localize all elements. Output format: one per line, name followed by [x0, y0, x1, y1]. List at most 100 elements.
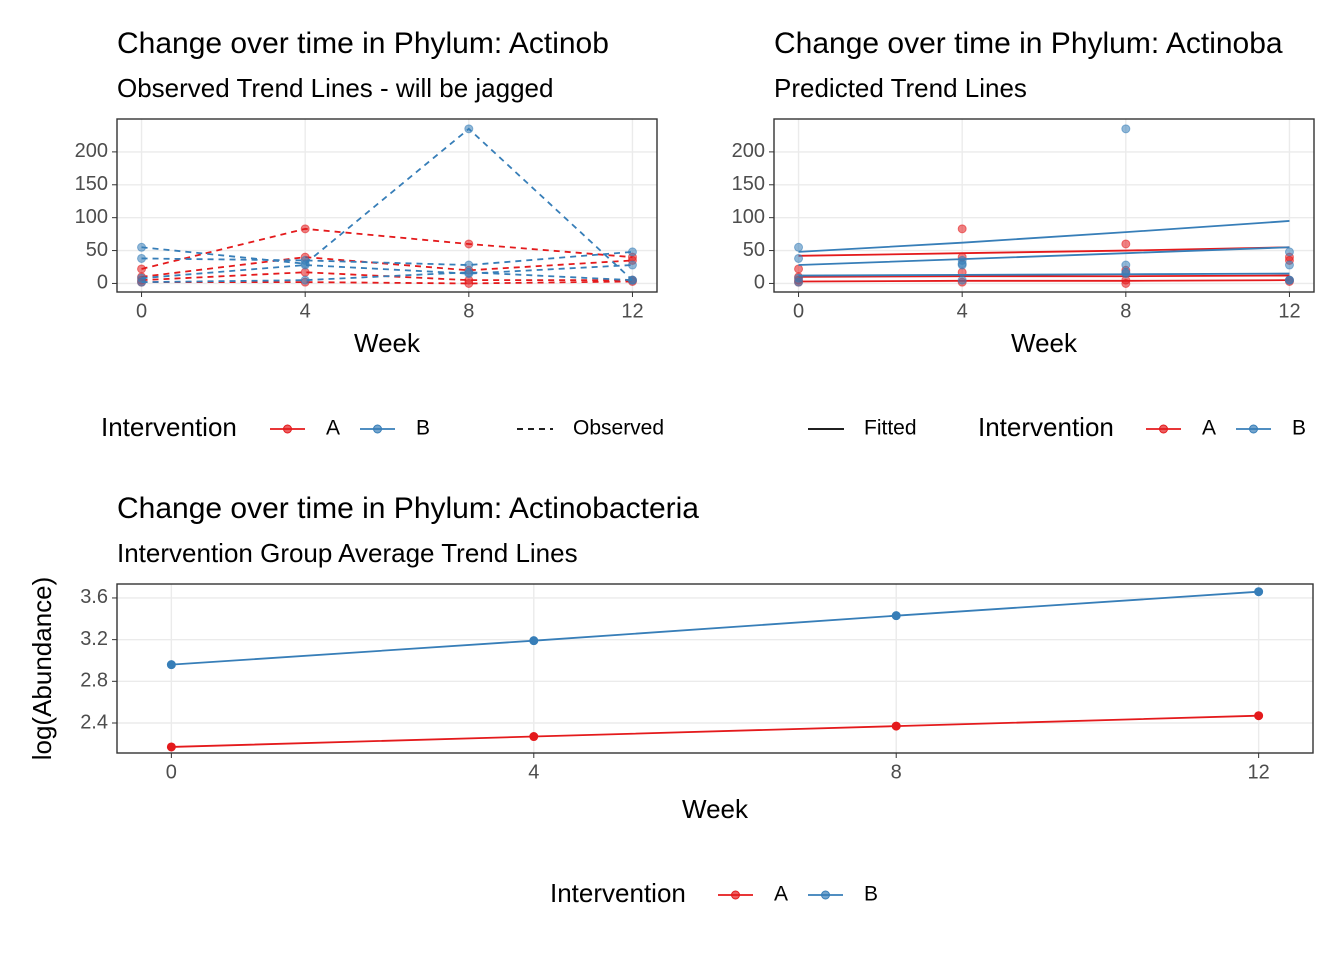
x-tick-label: 12	[621, 300, 643, 322]
chart-title: Change over time in Phylum: Actinob	[117, 27, 609, 60]
point	[627, 260, 637, 270]
x-axis-title: Week	[1011, 328, 1078, 358]
point	[300, 224, 310, 234]
point	[794, 242, 804, 252]
plot-background	[117, 584, 1313, 753]
point	[1284, 247, 1294, 257]
legend-title: Intervention	[978, 412, 1114, 442]
point	[464, 239, 474, 249]
point	[794, 264, 804, 274]
x-tick-label: 8	[891, 761, 902, 783]
point	[957, 260, 967, 270]
chart-title: Change over time in Phylum: Actinobacter…	[117, 492, 699, 525]
point	[464, 267, 474, 277]
legend-key-point	[373, 424, 382, 434]
x-axis-title: Week	[682, 794, 749, 824]
x-tick-label: 0	[136, 300, 147, 322]
point	[794, 253, 804, 263]
x-tick-label: 0	[793, 300, 804, 322]
point	[1121, 239, 1131, 249]
x-tick-label: 4	[300, 300, 311, 322]
y-tick-label: 3.6	[80, 586, 108, 608]
legend-key-point	[1249, 424, 1258, 434]
point	[300, 275, 310, 285]
y-tick-label: 2.4	[80, 711, 108, 733]
point	[891, 611, 901, 621]
chart-subtitle: Predicted Trend Lines	[774, 73, 1027, 103]
plot-border	[773, 118, 1315, 293]
point	[627, 247, 637, 257]
legend-label: Fitted	[864, 417, 917, 440]
y-tick-label: 200	[732, 140, 765, 162]
legend-label: A	[326, 417, 340, 440]
x-tick-label: 8	[1120, 300, 1131, 322]
x-tick-label: 0	[166, 761, 177, 783]
point	[627, 275, 637, 285]
y-tick-label: 0	[97, 272, 108, 294]
y-tick-label: 100	[75, 206, 108, 228]
chart-title: Change over time in Phylum: Actinoba	[774, 27, 1283, 60]
y-tick-label: 3.2	[80, 628, 108, 650]
x-tick-label: 12	[1248, 761, 1270, 783]
chart-subtitle: Intervention Group Average Trend Lines	[117, 538, 578, 568]
point	[137, 253, 147, 263]
y-tick-label: 150	[732, 173, 765, 195]
average-line	[171, 714, 1259, 748]
observed-line	[141, 280, 633, 285]
x-tick-label: 4	[957, 300, 968, 322]
point	[464, 124, 474, 134]
point	[1254, 587, 1264, 597]
observed-line	[141, 250, 633, 266]
legend-key-point	[731, 890, 740, 900]
plot-background	[117, 119, 657, 292]
observed-line	[141, 256, 633, 278]
legend-label: B	[416, 417, 430, 440]
point	[464, 278, 474, 288]
point	[957, 275, 967, 285]
plot-background	[774, 119, 1314, 292]
point	[137, 277, 147, 287]
point	[166, 742, 176, 752]
legend-label: B	[864, 883, 878, 906]
point	[1284, 275, 1294, 285]
point	[137, 242, 147, 252]
point	[529, 636, 539, 646]
y-tick-label: 200	[75, 140, 108, 162]
observed-line	[141, 127, 634, 281]
legend-key-point	[1159, 424, 1168, 434]
x-tick-label: 8	[463, 300, 474, 322]
point	[166, 660, 176, 670]
legend-key-point	[821, 890, 830, 900]
point	[957, 224, 967, 234]
observed-line	[141, 264, 633, 280]
fitted-line	[798, 279, 1290, 283]
fitted-line	[798, 274, 1290, 278]
point	[1284, 260, 1294, 270]
legend-label: A	[774, 883, 788, 906]
y-tick-label: 50	[86, 239, 108, 261]
fitted-line	[798, 246, 1290, 257]
legend-title: Intervention	[101, 412, 237, 442]
y-tick-label: 0	[754, 272, 765, 294]
plot-border	[116, 118, 658, 293]
point	[891, 721, 901, 731]
y-axis-title: log(Abundance)	[27, 577, 57, 761]
legend-label: B	[1292, 417, 1306, 440]
point	[300, 260, 310, 270]
point	[794, 277, 804, 287]
fitted-line	[798, 272, 1290, 277]
x-tick-label: 4	[528, 761, 539, 783]
average-line	[171, 590, 1259, 666]
plot-border	[116, 583, 1314, 754]
legend-label: A	[1202, 417, 1216, 440]
point	[1254, 711, 1264, 721]
fitted-line	[798, 220, 1290, 253]
x-tick-label: 12	[1278, 300, 1300, 322]
y-tick-label: 2.8	[80, 670, 108, 692]
chart-subtitle: Observed Trend Lines - will be jagged	[117, 73, 553, 103]
y-tick-label: 100	[732, 206, 765, 228]
x-axis-title: Week	[354, 328, 421, 358]
y-tick-label: 50	[743, 239, 765, 261]
fitted-line	[798, 246, 1290, 266]
